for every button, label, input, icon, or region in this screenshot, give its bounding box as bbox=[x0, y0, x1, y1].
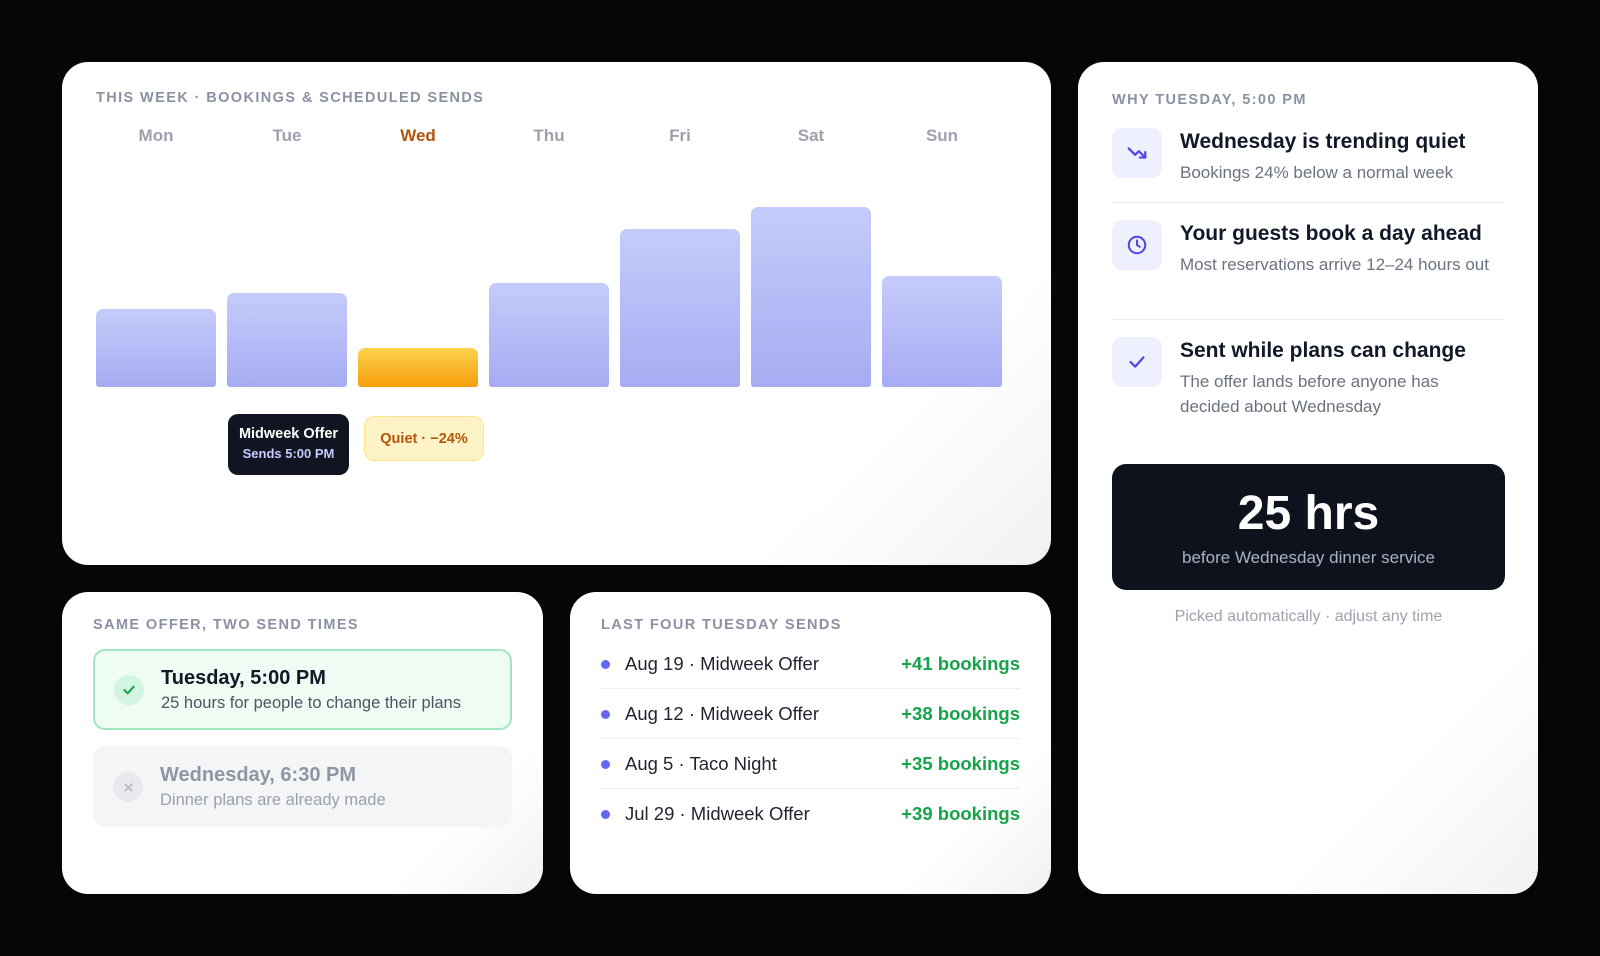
reason-subtitle: Most reservations arrive 12–24 hours out bbox=[1180, 255, 1489, 274]
option-title: Tuesday, 5:00 PM bbox=[161, 667, 326, 689]
bar-tue[interactable] bbox=[227, 293, 347, 387]
week-chart-card: THIS WEEK · BOOKINGS & SCHEDULED SENDS M… bbox=[62, 62, 1051, 565]
send-result: +38 bookings bbox=[901, 703, 1020, 724]
list-item[interactable]: Aug 5 · Taco Night +35 bookings bbox=[601, 739, 1020, 789]
day-label-thu: Thu bbox=[533, 126, 565, 145]
reason-item: Wednesday is trending quiet Bookings 24%… bbox=[1112, 128, 1505, 188]
offer-card-eyebrow: SAME OFFER, TWO SEND TIMES bbox=[93, 617, 359, 633]
hours-lead-time-box: 25 hrs before Wednesday dinner service bbox=[1112, 464, 1505, 590]
sends-card-eyebrow: LAST FOUR TUESDAY SENDS bbox=[601, 617, 842, 633]
why-tuesday-card: WHY TUESDAY, 5:00 PM Wednesday is trendi… bbox=[1078, 62, 1538, 894]
send-name: Aug 19 · Midweek Offer bbox=[625, 653, 819, 674]
divider bbox=[601, 788, 1020, 789]
day-label-fri: Fri bbox=[669, 126, 691, 145]
reason-item: Sent while plans can change The offer la… bbox=[1112, 337, 1505, 417]
reason-title: Your guests book a day ahead bbox=[1180, 222, 1482, 245]
bar-mon[interactable] bbox=[96, 309, 216, 387]
bullet-dot bbox=[601, 710, 610, 719]
why-card-eyebrow: WHY TUESDAY, 5:00 PM bbox=[1112, 92, 1307, 108]
bar-fri[interactable] bbox=[620, 229, 740, 387]
day-label-wed: Wed bbox=[400, 126, 436, 145]
bar-sun[interactable] bbox=[882, 276, 1002, 387]
hours-caption: before Wednesday dinner service bbox=[1182, 548, 1435, 567]
reason-title: Sent while plans can change bbox=[1180, 339, 1466, 362]
send-chip-title: Midweek Offer bbox=[238, 426, 339, 442]
list-item[interactable]: Aug 19 · Midweek Offer +41 bookings bbox=[601, 639, 1020, 689]
clock-icon bbox=[1112, 220, 1162, 270]
bullet-dot bbox=[601, 660, 610, 669]
week-card-eyebrow: THIS WEEK · BOOKINGS & SCHEDULED SENDS bbox=[96, 90, 485, 106]
check-icon bbox=[114, 675, 144, 705]
reason-subtitle: Bookings 24% below a normal week bbox=[1180, 163, 1454, 182]
send-time-comparison-card: SAME OFFER, TWO SEND TIMES Tuesday, 5:00… bbox=[62, 592, 543, 894]
send-result: +39 bookings bbox=[901, 803, 1020, 824]
hours-value: 25 hrs bbox=[1237, 487, 1380, 540]
quiet-day-badge: Quiet · −24% bbox=[364, 416, 484, 461]
reason-title: Wednesday is trending quiet bbox=[1180, 130, 1466, 153]
x-icon bbox=[113, 772, 143, 802]
day-label-tue: Tue bbox=[272, 126, 302, 145]
scheduled-send-chip[interactable]: Midweek Offer Sends 5:00 PM bbox=[228, 414, 349, 475]
option-title: Wednesday, 6:30 PM bbox=[160, 764, 356, 786]
auto-pick-note: Picked automatically · adjust any time bbox=[1174, 608, 1443, 625]
send-chip-time: Sends 5:00 PM bbox=[242, 446, 335, 461]
send-name: Aug 5 · Taco Night bbox=[625, 753, 777, 774]
divider bbox=[601, 738, 1020, 739]
bar-sat[interactable] bbox=[751, 207, 871, 387]
send-option-rejected[interactable]: Wednesday, 6:30 PM Dinner plans are alre… bbox=[93, 746, 512, 827]
reason-subtitle: The offer lands before anyone has decide… bbox=[1180, 372, 1439, 416]
divider bbox=[1112, 202, 1505, 203]
option-subtitle: Dinner plans are already made bbox=[160, 791, 386, 809]
bullet-dot bbox=[601, 810, 610, 819]
list-item[interactable]: Aug 12 · Midweek Offer +38 bookings bbox=[601, 689, 1020, 739]
reason-item: Your guests book a day ahead Most reserv… bbox=[1112, 220, 1505, 300]
divider bbox=[1112, 319, 1505, 320]
day-label-sun: Sun bbox=[925, 126, 959, 145]
option-subtitle: 25 hours for people to change their plan… bbox=[161, 694, 461, 712]
divider bbox=[601, 688, 1020, 689]
bar-wed[interactable] bbox=[358, 348, 478, 387]
send-result: +35 bookings bbox=[901, 753, 1020, 774]
day-label-mon: Mon bbox=[138, 126, 174, 145]
bullet-dot bbox=[601, 760, 610, 769]
send-result: +41 bookings bbox=[901, 653, 1020, 674]
day-label-sat: Sat bbox=[797, 126, 825, 145]
send-name: Jul 29 · Midweek Offer bbox=[625, 803, 810, 824]
bar-thu[interactable] bbox=[489, 283, 609, 387]
check-icon bbox=[1112, 337, 1162, 387]
send-option-chosen[interactable]: Tuesday, 5:00 PM 25 hours for people to … bbox=[93, 649, 512, 730]
list-item[interactable]: Jul 29 · Midweek Offer +39 bookings bbox=[601, 789, 1020, 839]
send-name: Aug 12 · Midweek Offer bbox=[625, 703, 819, 724]
trending-down-icon bbox=[1112, 128, 1162, 178]
past-sends-card: LAST FOUR TUESDAY SENDS Aug 19 · Midweek… bbox=[570, 592, 1051, 894]
